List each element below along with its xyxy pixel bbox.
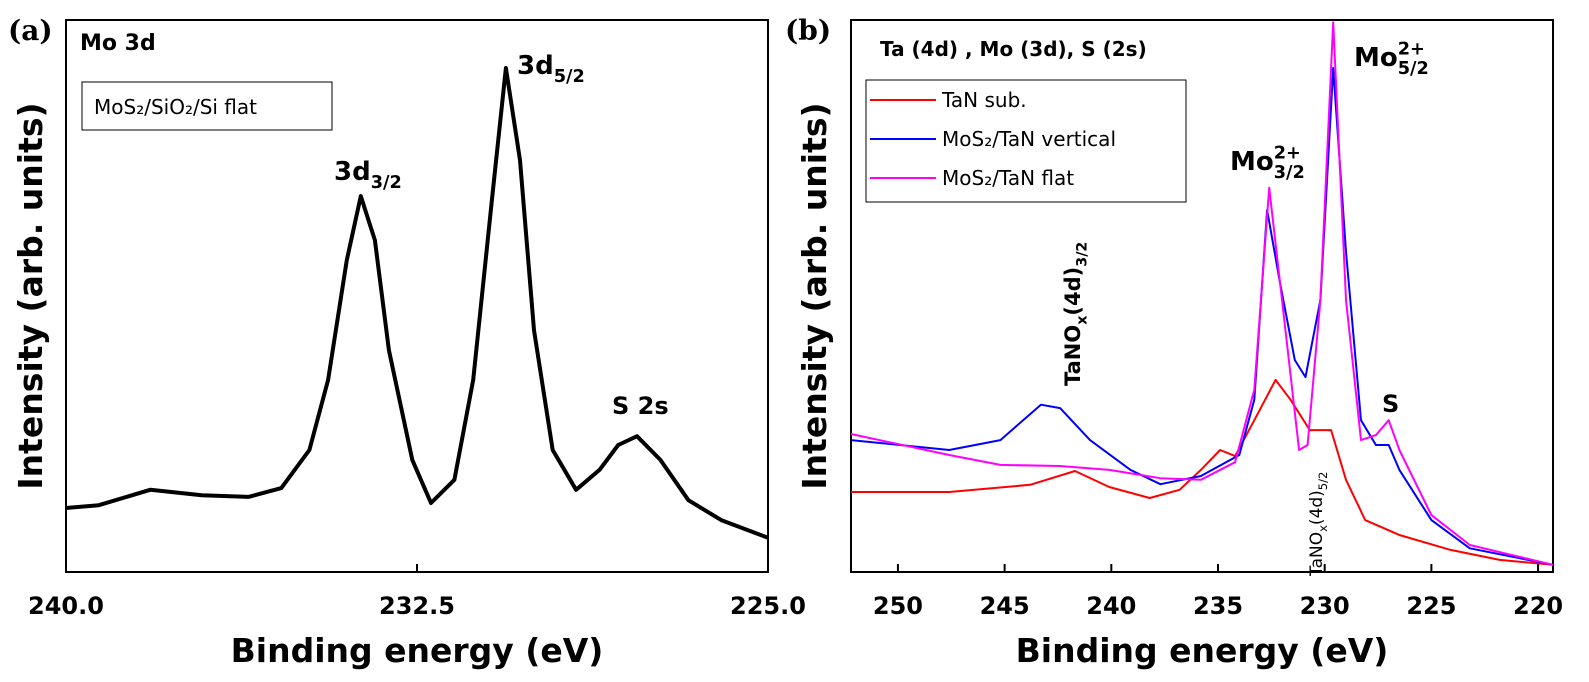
- annotation-text: 2+: [1274, 143, 1301, 163]
- legend-label: MoS₂/TaN flat: [942, 166, 1074, 190]
- annotation-text: 3/2: [371, 173, 402, 193]
- data-line: [851, 378, 1554, 566]
- panel-label: (b): [785, 14, 831, 47]
- x-tick-label: 240: [1086, 592, 1136, 620]
- annotation-text: (4d): [1307, 490, 1327, 525]
- annotation-text: 3/2: [1074, 242, 1090, 267]
- plot-frame: [850, 19, 1554, 573]
- x-axis-label: Binding energy (eV): [1016, 631, 1389, 670]
- annotation-text: 3/2: [1274, 163, 1305, 183]
- panel-title: Ta (4d) , Mo (3d), S (2s): [880, 37, 1147, 61]
- annotation-text: S: [1382, 390, 1399, 418]
- annotation-text: x: [1074, 316, 1090, 325]
- legend-label: MoS₂/TaN vertical: [942, 127, 1116, 151]
- x-tick-label: 250: [873, 592, 923, 620]
- annotation-text: 5/2: [1398, 59, 1429, 79]
- data-line: [65, 66, 769, 540]
- x-tick-label: 225: [1406, 592, 1456, 620]
- panel-label: (a): [8, 14, 53, 47]
- annotation-text: S 2s: [612, 392, 669, 420]
- legend-box: [81, 81, 333, 131]
- annotation-text: 5/2: [1316, 472, 1330, 491]
- annotation-text: (4d): [1061, 267, 1085, 316]
- annotation-text: 2+: [1398, 39, 1425, 59]
- panel-title: Mo 3d: [80, 31, 156, 56]
- x-tick-label: 225.0: [730, 592, 806, 620]
- x-tick-label: 220: [1513, 592, 1563, 620]
- annotation-text: 3d: [334, 157, 371, 187]
- annotation-text: Mo: [1354, 43, 1398, 73]
- annotation-text: 5/2: [554, 67, 585, 87]
- x-tick-label: 230: [1300, 592, 1350, 620]
- legend-label: MoS₂/SiO₂/Si flat: [94, 95, 257, 119]
- x-tick-label: 235: [1193, 592, 1243, 620]
- x-axis-label: Binding energy (eV): [231, 631, 604, 670]
- y-axis-label: Intensity (arb. units): [795, 102, 834, 489]
- x-tick-label: 240.0: [28, 592, 104, 620]
- annotation-text: TaNO: [1307, 532, 1327, 577]
- annotation-text: Mo: [1230, 147, 1274, 177]
- annotation-text: x: [1316, 525, 1330, 532]
- y-axis-label: Intensity (arb. units): [11, 102, 50, 489]
- legend-label: TaN sub.: [941, 88, 1027, 112]
- legend-box: [865, 79, 1187, 203]
- annotation-text: 3d: [517, 51, 554, 81]
- data-line: [850, 21, 1554, 566]
- x-tick-label: 232.5: [379, 592, 455, 620]
- x-tick-label: 245: [980, 592, 1030, 620]
- annotation-text: TaNO: [1061, 325, 1085, 386]
